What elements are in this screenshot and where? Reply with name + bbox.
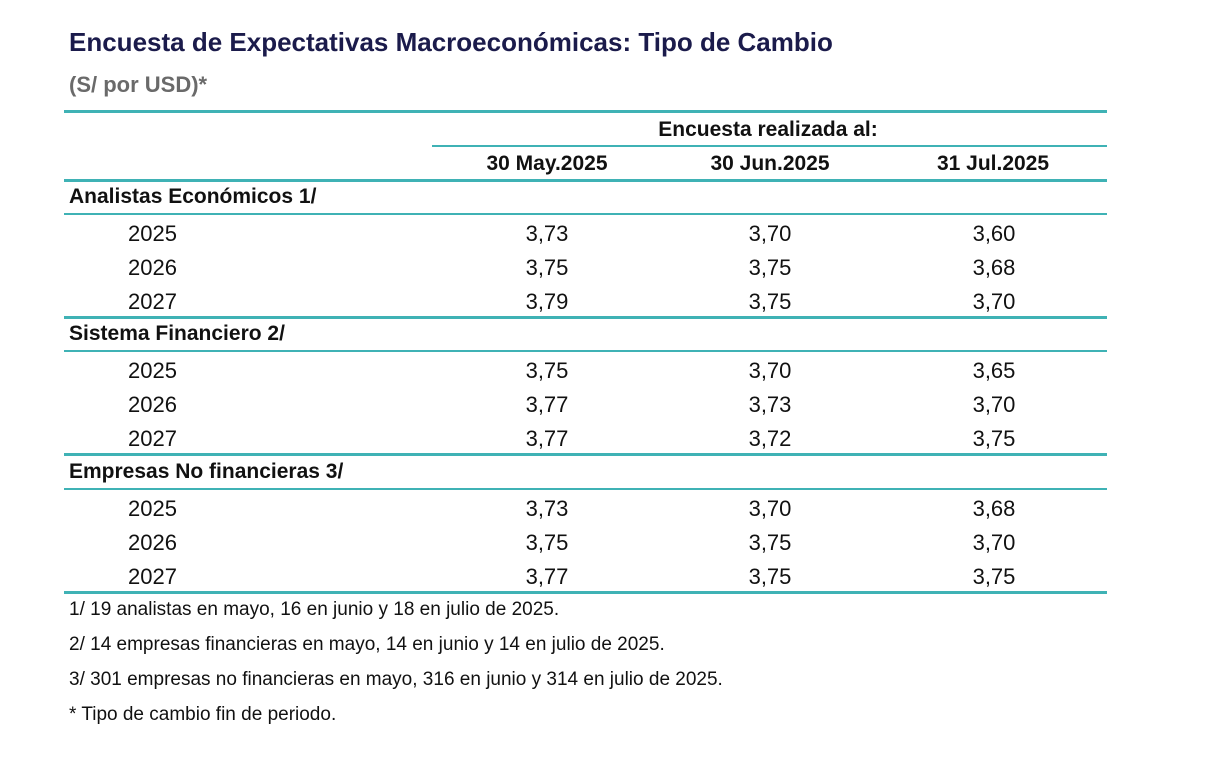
row-year: 2026 — [128, 530, 177, 555]
section-label: Sistema Financiero 2/ — [69, 322, 285, 345]
table-cell: 3,73 — [748, 392, 792, 417]
table-cell: 3,75 — [748, 564, 792, 589]
footnote: 1/ 19 analistas en mayo, 16 en junio y 1… — [69, 599, 560, 620]
table-cell: 3,68 — [972, 496, 1016, 521]
section-label: Analistas Económicos 1/ — [69, 185, 317, 208]
row-year: 2027 — [128, 289, 177, 314]
footnote: 3/ 301 empresas no financieras en mayo, … — [69, 669, 723, 690]
table-cell: 3,79 — [525, 289, 569, 314]
table-cell: 3,70 — [972, 530, 1016, 555]
table-cell: 3,75 — [525, 530, 569, 555]
section-rule — [64, 350, 1107, 352]
table-cell: 3,73 — [525, 221, 569, 246]
table-cell: 3,75 — [972, 564, 1016, 589]
column-header-jul: 31 Jul.2025 — [936, 152, 1050, 175]
page-title: Encuesta de Expectativas Macroeconómicas… — [69, 27, 833, 57]
table-cell: 3,77 — [525, 564, 569, 589]
table-cell: 3,77 — [525, 426, 569, 451]
section-bottom-rule — [64, 591, 1107, 594]
header-rule — [64, 179, 1107, 182]
row-year: 2027 — [128, 426, 177, 451]
table-cell: 3,72 — [748, 426, 792, 451]
row-year: 2025 — [128, 221, 177, 246]
table-cell: 3,73 — [525, 496, 569, 521]
column-group-header: Encuesta realizada al: — [658, 118, 878, 141]
row-year: 2025 — [128, 358, 177, 383]
page-subtitle: (S/ por USD)* — [69, 72, 208, 97]
footnote: * Tipo de cambio fin de periodo. — [69, 704, 337, 725]
table-cell: 3,75 — [748, 255, 792, 280]
row-year: 2025 — [128, 496, 177, 521]
table-cell: 3,68 — [972, 255, 1016, 280]
table-cell: 3,70 — [972, 392, 1016, 417]
row-year: 2027 — [128, 564, 177, 589]
row-year: 2026 — [128, 255, 177, 280]
table-cell: 3,77 — [525, 392, 569, 417]
table-cell: 3,75 — [748, 289, 792, 314]
table-cell: 3,70 — [972, 289, 1016, 314]
group-header-rule — [432, 145, 1107, 147]
column-header-jun: 30 Jun.2025 — [710, 152, 830, 175]
table-cell: 3,75 — [972, 426, 1016, 451]
table-cell: 3,75 — [525, 255, 569, 280]
table-cell: 3,70 — [748, 221, 792, 246]
table-cell: 3,75 — [748, 530, 792, 555]
table-cell: 3,70 — [748, 496, 792, 521]
section-bottom-rule — [64, 316, 1107, 319]
table-cell: 3,75 — [525, 358, 569, 383]
table-top-rule — [64, 110, 1107, 113]
table-cell: 3,65 — [972, 358, 1016, 383]
column-header-may: 30 May.2025 — [486, 152, 608, 175]
section-rule — [64, 488, 1107, 490]
section-label: Empresas No financieras 3/ — [69, 460, 344, 483]
table-cell: 3,60 — [972, 221, 1016, 246]
footnote: 2/ 14 empresas financieras en mayo, 14 e… — [69, 634, 665, 655]
section-rule — [64, 213, 1107, 215]
section-bottom-rule — [64, 453, 1107, 456]
row-year: 2026 — [128, 392, 177, 417]
table-cell: 3,70 — [748, 358, 792, 383]
